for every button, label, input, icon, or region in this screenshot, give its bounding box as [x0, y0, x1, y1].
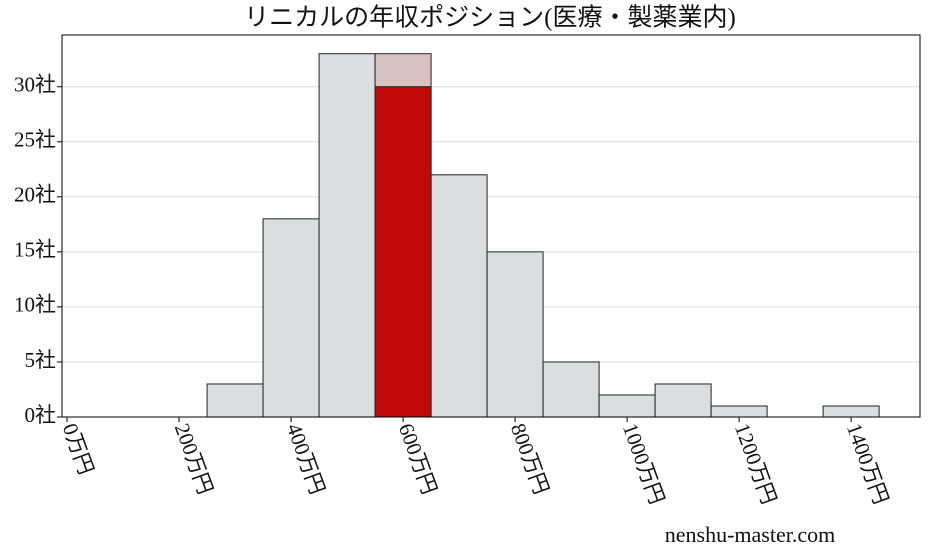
y-tick-label: 0社 — [25, 403, 57, 427]
x-tick-label: 0万円 — [58, 420, 99, 478]
chart-title: リニカルの年収ポジション(医療・製薬業内) — [244, 4, 736, 32]
bar — [654, 383, 712, 418]
x-tick-label: 1400万円 — [842, 420, 893, 507]
bar — [542, 361, 600, 418]
x-tick-label: 200万円 — [170, 420, 218, 497]
y-tick-label: 20社 — [14, 183, 56, 207]
y-tick-label: 15社 — [14, 238, 56, 262]
bar — [710, 405, 768, 418]
bar — [486, 251, 544, 418]
y-tick-label: 30社 — [14, 73, 56, 97]
y-tick-label: 10社 — [14, 293, 56, 317]
x-tick-label: 600万円 — [394, 420, 442, 497]
x-tick-label: 400万円 — [282, 420, 330, 497]
bar — [262, 218, 320, 418]
watermark: nenshu-master.com — [665, 522, 835, 547]
y-tick-label: 5社 — [25, 348, 57, 372]
y-tick-label: 25社 — [14, 128, 56, 152]
bar — [598, 394, 656, 418]
bar — [822, 405, 880, 418]
bar — [206, 383, 264, 418]
bar — [430, 174, 488, 418]
highlight-bar — [374, 86, 432, 418]
x-tick-label: 1000万円 — [618, 420, 669, 507]
x-tick-label: 1200万円 — [730, 420, 781, 507]
plot-frame — [61, 34, 921, 418]
x-tick-label: 800万円 — [506, 420, 554, 497]
bar — [318, 53, 376, 418]
